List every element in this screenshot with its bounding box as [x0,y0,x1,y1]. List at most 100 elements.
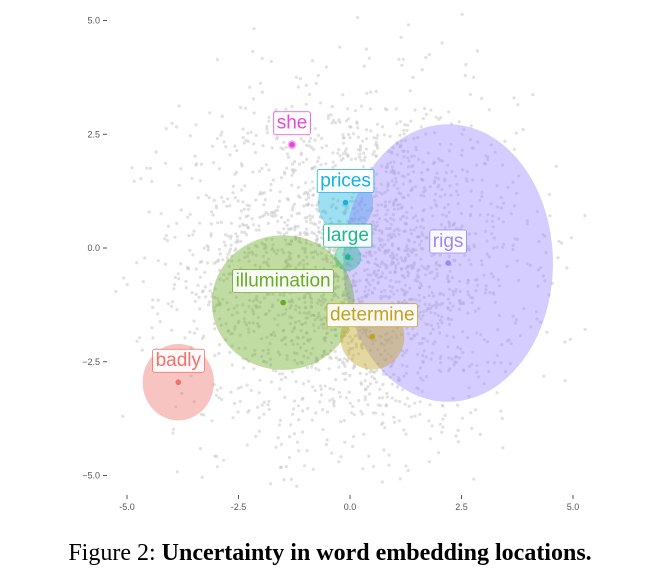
background-point [486,158,490,162]
background-point [418,342,422,346]
background-point [314,411,318,415]
caption-bold-text: Uncertainty in word embedding locations. [161,540,592,566]
background-point [493,300,497,304]
background-point [207,303,211,307]
background-point [308,188,312,192]
background-point [350,357,354,361]
background-point [381,369,385,373]
background-point [303,296,307,300]
background-point [348,264,353,268]
background-point [536,268,541,272]
background-point [258,265,262,269]
background-point [400,205,404,209]
background-point [255,295,259,299]
background-point [437,451,441,455]
background-point [467,258,471,262]
background-point [515,191,519,195]
background-point [316,301,320,305]
background-point [412,228,416,232]
background-point [384,373,388,377]
background-point [320,136,324,141]
background-point [363,398,367,402]
background-point [434,305,438,310]
background-point [321,297,325,301]
background-point [451,289,455,293]
background-point [392,229,396,233]
background-point [464,63,468,67]
background-point [296,194,300,198]
center-point-large [344,254,351,260]
background-point [260,56,264,61]
background-point [479,259,484,263]
background-point [233,248,237,253]
background-point [253,348,257,352]
background-point [470,301,474,305]
background-point [451,293,455,297]
word-text: determine [330,305,415,326]
background-point [427,53,431,57]
background-point [250,353,255,357]
background-point [375,213,379,217]
background-point [357,328,361,333]
background-point [469,138,473,142]
background-point [467,386,471,390]
background-point [469,262,473,267]
background-point [392,232,396,236]
background-point [394,280,398,284]
background-point [412,137,416,141]
background-point [391,253,395,257]
background-point [457,356,462,360]
background-point [206,248,210,252]
background-point [307,379,311,383]
background-point [449,122,454,126]
background-point [415,332,419,336]
background-point [382,448,386,452]
background-point [304,241,308,245]
background-point [407,404,411,408]
background-point [539,266,543,270]
background-point [455,182,459,186]
background-point [324,442,328,447]
word-text: large [327,225,369,246]
background-point [448,269,452,273]
background-point [397,171,401,175]
background-point [440,403,444,408]
background-point [390,396,394,400]
background-point [358,300,362,304]
background-point [447,110,451,114]
background-point [446,163,450,167]
background-point [375,144,379,148]
background-point [343,297,347,302]
background-point [326,116,330,120]
background-point [451,396,455,400]
background-point [521,127,525,132]
background-point [313,165,317,169]
background-point [362,158,366,162]
background-point [295,361,299,366]
background-point [352,219,356,223]
background-point [329,113,333,117]
background-point [378,217,382,221]
background-point [415,276,419,280]
background-point [344,147,348,151]
background-point [399,333,404,337]
background-point [487,108,491,112]
background-point [307,92,312,97]
background-point [409,264,413,268]
background-point [231,191,235,195]
background-point [323,315,327,320]
background-point [291,205,295,209]
background-point [290,338,294,343]
background-point [474,289,478,293]
background-point [390,151,394,155]
background-point [462,369,466,373]
background-point [429,108,433,112]
background-point [419,239,423,243]
background-point [353,284,358,288]
center-point-she [289,141,295,148]
background-point [260,166,264,171]
background-point [291,162,295,166]
background-point [285,353,289,358]
background-point [456,440,461,444]
background-point [330,221,334,225]
